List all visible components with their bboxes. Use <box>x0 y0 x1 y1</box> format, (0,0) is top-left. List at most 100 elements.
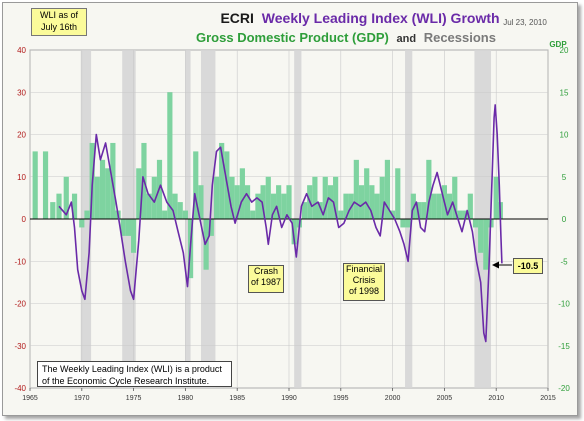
gdp-bar <box>167 92 173 219</box>
gdp-bar <box>374 193 380 219</box>
right-tick-label: 15 <box>560 88 569 97</box>
crisis-line2: Crisis <box>352 275 376 285</box>
right-tick-label: -5 <box>560 257 568 266</box>
gdp-bar <box>50 202 56 219</box>
chart-svg: -40 -30 -20 -10 0 10 20 30 40 -20 -15 -10 -5 0 5 10 15 2… <box>14 10 570 402</box>
gdp-bar <box>312 176 318 219</box>
x-tick-label: 1970 <box>74 395 90 402</box>
source-line2: of the Economic Cycle Research Institute… <box>42 376 210 386</box>
title-ecri: ECRI <box>220 10 253 26</box>
crash-line2: of 1987 <box>250 277 282 287</box>
gdp-bar <box>219 142 225 219</box>
wli-line <box>58 104 503 343</box>
gdp-bar <box>265 176 271 219</box>
gdp-bar <box>478 219 484 253</box>
gdp-bar <box>467 193 473 219</box>
x-tick-label: 1995 <box>333 395 349 402</box>
gdp-bar <box>239 168 245 219</box>
gdp-bar <box>255 193 261 219</box>
gdp-bar <box>301 202 308 219</box>
gdp-bar <box>462 210 468 219</box>
left-tick-label: 40 <box>17 46 26 55</box>
gdp-bar <box>358 185 365 219</box>
gdp-bar <box>193 151 199 219</box>
gdp-bar <box>208 219 214 236</box>
gdp-bar <box>84 210 90 219</box>
chart-title: ECRI Weekly Leading Index (WLI) Growth <box>220 10 499 26</box>
latest-value-callout: -10.5 <box>513 258 543 274</box>
gdp-bar <box>276 185 282 219</box>
left-tick-label: -40 <box>14 384 26 393</box>
gdp-bar <box>250 210 256 219</box>
gdp-bar <box>395 168 401 219</box>
gdp-bar <box>364 168 370 219</box>
x-tick-label: 1965 <box>22 395 38 402</box>
gdp-bar <box>71 193 78 219</box>
gdp-bar <box>281 193 287 219</box>
x-tick-label: 1985 <box>229 395 245 402</box>
source-line1: The Weekly Leading Index (WLI) is a prod… <box>42 364 222 374</box>
x-tick-label: 2000 <box>385 395 401 402</box>
subtitle-recessions: Recessions <box>424 30 496 45</box>
crisis-line1: Financial <box>345 264 383 274</box>
gdp-bar <box>151 176 157 219</box>
right-tick-label: -15 <box>558 342 570 351</box>
gdp-bar <box>405 219 411 228</box>
gdp-bar <box>431 193 437 219</box>
gdp-bar <box>446 193 453 219</box>
x-tick-label: 2015 <box>540 395 556 402</box>
subtitle-and: and <box>397 33 417 45</box>
gdp-bar <box>436 193 442 219</box>
right-tick-label: 10 <box>560 131 569 140</box>
left-tick-label: 30 <box>17 88 26 97</box>
right-tick-label: 20 <box>560 46 569 55</box>
gdp-bar <box>146 193 152 219</box>
gdp-bar <box>198 185 204 219</box>
latest-value-label: -10.5 <box>517 261 539 271</box>
right-tick-label: 5 <box>562 173 567 182</box>
gdp-bar <box>286 185 292 219</box>
gdp-bar <box>177 202 183 219</box>
gdp-bar <box>270 193 277 219</box>
gdp-bar <box>105 168 111 219</box>
latest-value-arrowhead <box>492 261 499 269</box>
x-tick-label: 1980 <box>178 395 194 402</box>
gdp-bar <box>244 185 251 219</box>
gdp-bar <box>410 193 416 219</box>
gdp-bar <box>260 185 266 219</box>
wli-line-layer <box>58 104 503 343</box>
chart-frame: -40 -30 -20 -10 0 10 20 30 40 -20 -15 -10 -5 0 5 10 15 2… <box>2 2 578 416</box>
crisis-line3: of 1998 <box>348 286 380 296</box>
gdp-bar <box>203 219 209 270</box>
x-tick-label: 1990 <box>281 395 297 402</box>
right-tick-label: -20 <box>558 384 570 393</box>
right-axis-ticks: -20 -15 -10 -5 0 5 10 15 20 <box>558 46 570 393</box>
gdp-bar <box>400 219 406 228</box>
right-tick-label: 0 <box>562 215 567 224</box>
left-tick-label: 10 <box>17 173 26 182</box>
x-axis-ticks: 1965 1970 1975 1980 1985 1990 1995 2000 2005 2010… <box>22 388 556 402</box>
gdp-bar <box>136 168 142 219</box>
gdp-bar <box>343 193 349 219</box>
gdp-bar <box>131 219 137 253</box>
gdp-bar <box>120 219 126 236</box>
x-tick-label: 1975 <box>126 395 142 402</box>
gdp-bar <box>322 176 328 219</box>
badge-line1: WLI as of <box>39 10 78 20</box>
gdp-bar <box>333 176 339 219</box>
gdp-bar <box>338 210 344 219</box>
gdp-bar <box>213 176 220 219</box>
gdp-bar <box>162 210 168 219</box>
gdp-bar <box>99 159 106 219</box>
left-tick-label: -30 <box>14 342 26 351</box>
gdp-bar <box>327 185 334 219</box>
left-tick-label: -20 <box>14 300 26 309</box>
source-note: The Weekly Leading Index (WLI) is a prod… <box>37 361 232 387</box>
gdp-bar <box>63 176 69 219</box>
left-axis-ticks: -40 -30 -20 -10 0 10 20 30 40 <box>14 46 26 393</box>
gdp-bar <box>452 176 458 219</box>
crash-line1: Crash <box>253 266 278 276</box>
crash-1987-callout: Crash of 1987 <box>248 265 284 293</box>
gdp-bar <box>493 176 499 219</box>
right-axis-label: GDP <box>549 40 567 49</box>
